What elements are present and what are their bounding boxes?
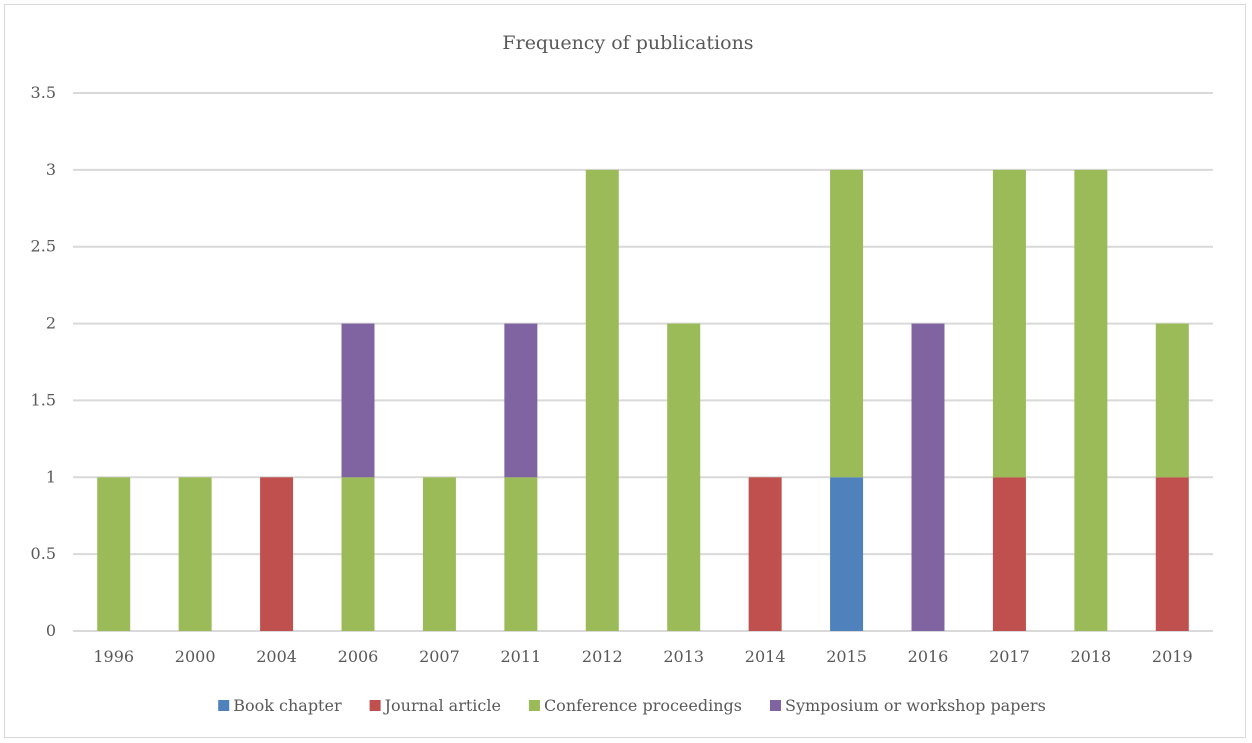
bar-segment bbox=[667, 323, 701, 631]
x-tick-label: 2018 bbox=[1070, 647, 1111, 666]
bar-segment bbox=[1155, 477, 1189, 631]
legend-label: Symposium or workshop papers bbox=[785, 696, 1046, 715]
legend-item: Book chapter bbox=[218, 696, 342, 715]
x-tick-label: 2013 bbox=[663, 647, 704, 666]
legend-swatch bbox=[369, 700, 381, 711]
x-tick-label: 2019 bbox=[1152, 647, 1193, 666]
chart-title: Frequency of publications bbox=[502, 32, 753, 54]
bar-segment bbox=[911, 323, 945, 631]
bar-segment bbox=[504, 477, 538, 631]
x-tick-label: 2016 bbox=[908, 647, 949, 666]
x-tick-label: 2017 bbox=[989, 647, 1030, 666]
y-tick-label: 2.5 bbox=[31, 237, 56, 256]
legend-label: Conference proceedings bbox=[544, 696, 742, 715]
y-tick-label: 1 bbox=[46, 467, 56, 486]
legend-item: Journal article bbox=[369, 696, 501, 715]
x-tick-label: 2012 bbox=[582, 647, 623, 666]
bar-segment bbox=[504, 323, 538, 478]
bar-segment bbox=[97, 477, 131, 631]
legend-label: Journal article bbox=[383, 696, 501, 715]
x-tick-label: 2000 bbox=[175, 647, 216, 666]
x-tick-label: 2004 bbox=[256, 647, 297, 666]
legend-item: Conference proceedings bbox=[528, 696, 742, 715]
x-tick-label: 2014 bbox=[745, 647, 786, 666]
legend-label: Book chapter bbox=[233, 696, 342, 715]
y-tick-label: 0 bbox=[46, 621, 56, 640]
y-tick-label: 2 bbox=[46, 314, 56, 333]
x-tick-label: 2006 bbox=[338, 647, 379, 666]
x-axis-ticks: 1996 2000 2004 2006 2007 2011 2012 2013 2014 2015… bbox=[93, 647, 1192, 666]
bar-segment bbox=[1155, 323, 1189, 478]
y-tick-label: 1.5 bbox=[31, 390, 56, 409]
bar-segment bbox=[341, 323, 375, 478]
legend-swatch bbox=[218, 700, 230, 711]
legend: Book chapter Journal article Conference pr… bbox=[218, 696, 1046, 715]
bar-segment bbox=[178, 477, 212, 631]
y-tick-label: 0.5 bbox=[31, 544, 56, 563]
legend-item: Symposium or workshop papers bbox=[769, 696, 1046, 715]
y-tick-label: 3 bbox=[46, 160, 56, 179]
legend-swatch bbox=[769, 700, 781, 711]
bar-segment bbox=[830, 169, 864, 478]
x-tick-label: 2011 bbox=[500, 647, 541, 666]
bar-segment bbox=[748, 477, 782, 631]
bar-segment bbox=[1074, 169, 1108, 631]
bar-segment bbox=[260, 477, 294, 631]
legend-swatch bbox=[528, 700, 540, 711]
bar-segment bbox=[422, 477, 456, 631]
bar-segment bbox=[992, 477, 1026, 631]
x-tick-label: 1996 bbox=[93, 647, 134, 666]
bar-segment bbox=[341, 477, 375, 631]
y-axis-ticks: 0 0.5 1 1.5 2 2.5 3 3.5 bbox=[31, 83, 56, 640]
y-tick-label: 3.5 bbox=[31, 83, 56, 102]
bar-segment bbox=[992, 169, 1026, 478]
gridlines bbox=[73, 92, 1213, 632]
bar-segment bbox=[585, 169, 619, 631]
bar-segment bbox=[830, 477, 864, 631]
x-tick-label: 2007 bbox=[419, 647, 460, 666]
x-tick-label: 2015 bbox=[826, 647, 867, 666]
bars bbox=[97, 169, 1189, 631]
